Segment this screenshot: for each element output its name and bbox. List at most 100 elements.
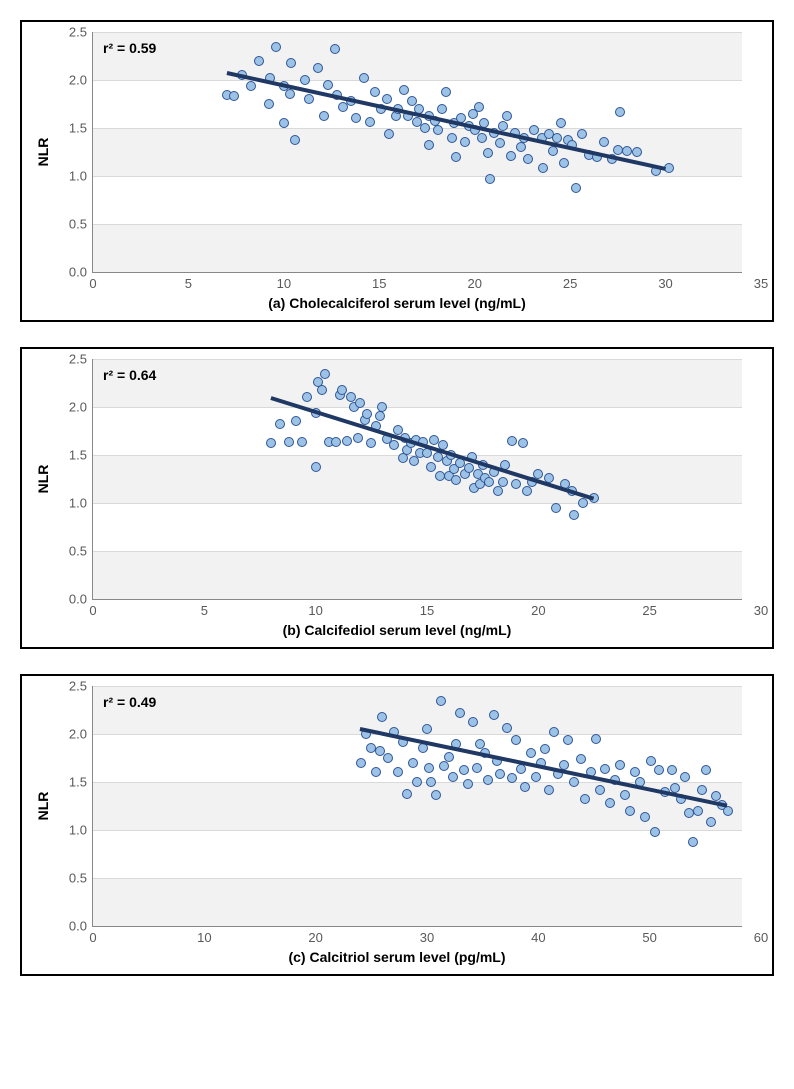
data-point — [495, 138, 505, 148]
data-point — [599, 137, 609, 147]
data-point — [563, 735, 573, 745]
xtick-label: 20 — [308, 926, 322, 945]
data-point — [552, 133, 562, 143]
gridline — [93, 686, 742, 687]
data-point — [323, 80, 333, 90]
data-point — [523, 154, 533, 164]
xtick-label: 15 — [372, 272, 386, 291]
data-point — [489, 710, 499, 720]
data-point — [266, 438, 276, 448]
data-point — [448, 772, 458, 782]
data-point — [526, 748, 536, 758]
data-point — [615, 760, 625, 770]
grid-band — [93, 551, 742, 599]
ytick-label: 1.5 — [69, 448, 93, 463]
data-point — [366, 438, 376, 448]
data-point — [693, 806, 703, 816]
data-point — [600, 764, 610, 774]
data-point — [680, 772, 690, 782]
xtick-label: 0 — [89, 926, 96, 945]
data-point — [290, 135, 300, 145]
data-point — [384, 129, 394, 139]
y-axis-label: NLR — [35, 138, 51, 167]
data-point — [389, 440, 399, 450]
data-point — [424, 763, 434, 773]
ytick-label: 2.0 — [69, 400, 93, 415]
data-point — [447, 133, 457, 143]
chart-panel-1: 0.00.51.01.52.02.5051015202530r² = 0.64N… — [20, 347, 774, 649]
data-point — [595, 785, 605, 795]
data-point — [302, 392, 312, 402]
data-point — [650, 827, 660, 837]
data-point — [516, 764, 526, 774]
ytick-label: 2.5 — [69, 25, 93, 40]
gridline — [93, 407, 742, 408]
xtick-label: 30 — [658, 272, 672, 291]
data-point — [264, 99, 274, 109]
xtick-label: 60 — [754, 926, 768, 945]
ytick-label: 1.0 — [69, 169, 93, 184]
data-point — [297, 437, 307, 447]
xtick-label: 40 — [531, 926, 545, 945]
gridline — [93, 80, 742, 81]
data-point — [330, 44, 340, 54]
data-point — [538, 163, 548, 173]
data-point — [319, 111, 329, 121]
r-squared-label: r² = 0.59 — [103, 40, 156, 56]
data-point — [605, 798, 615, 808]
data-point — [365, 117, 375, 127]
data-point — [622, 146, 632, 156]
gridline — [93, 830, 742, 831]
data-point — [246, 81, 256, 91]
data-point — [418, 743, 428, 753]
data-point — [613, 145, 623, 155]
data-point — [540, 744, 550, 754]
data-point — [275, 419, 285, 429]
data-point — [460, 137, 470, 147]
data-point — [518, 438, 528, 448]
data-point — [286, 58, 296, 68]
data-point — [279, 118, 289, 128]
charts-root: 0.00.51.01.52.02.505101520253035r² = 0.5… — [20, 20, 774, 976]
data-point — [551, 503, 561, 513]
data-point — [485, 174, 495, 184]
data-point — [615, 107, 625, 117]
data-point — [317, 385, 327, 395]
gridline — [93, 503, 742, 504]
data-point — [522, 486, 532, 496]
data-point — [548, 146, 558, 156]
data-point — [444, 752, 454, 762]
data-point — [640, 812, 650, 822]
data-point — [300, 75, 310, 85]
data-point — [697, 785, 707, 795]
data-point — [646, 756, 656, 766]
data-point — [569, 510, 579, 520]
data-point — [412, 777, 422, 787]
data-point — [463, 779, 473, 789]
grid-band — [93, 359, 742, 407]
gridline — [93, 359, 742, 360]
data-point — [359, 73, 369, 83]
xtick-label: 0 — [89, 272, 96, 291]
data-point — [654, 765, 664, 775]
ytick-label: 2.5 — [69, 679, 93, 694]
data-point — [408, 758, 418, 768]
data-point — [667, 765, 677, 775]
data-point — [439, 761, 449, 771]
data-point — [383, 753, 393, 763]
data-point — [468, 717, 478, 727]
gridline — [93, 878, 742, 879]
data-point — [455, 708, 465, 718]
data-point — [511, 479, 521, 489]
data-point — [441, 87, 451, 97]
data-point — [451, 152, 461, 162]
xtick-label: 5 — [185, 272, 192, 291]
data-point — [630, 767, 640, 777]
r-squared-label: r² = 0.49 — [103, 694, 156, 710]
data-point — [370, 87, 380, 97]
data-point — [688, 837, 698, 847]
data-point — [531, 772, 541, 782]
data-point — [559, 158, 569, 168]
data-point — [355, 398, 365, 408]
gridline — [93, 32, 742, 33]
